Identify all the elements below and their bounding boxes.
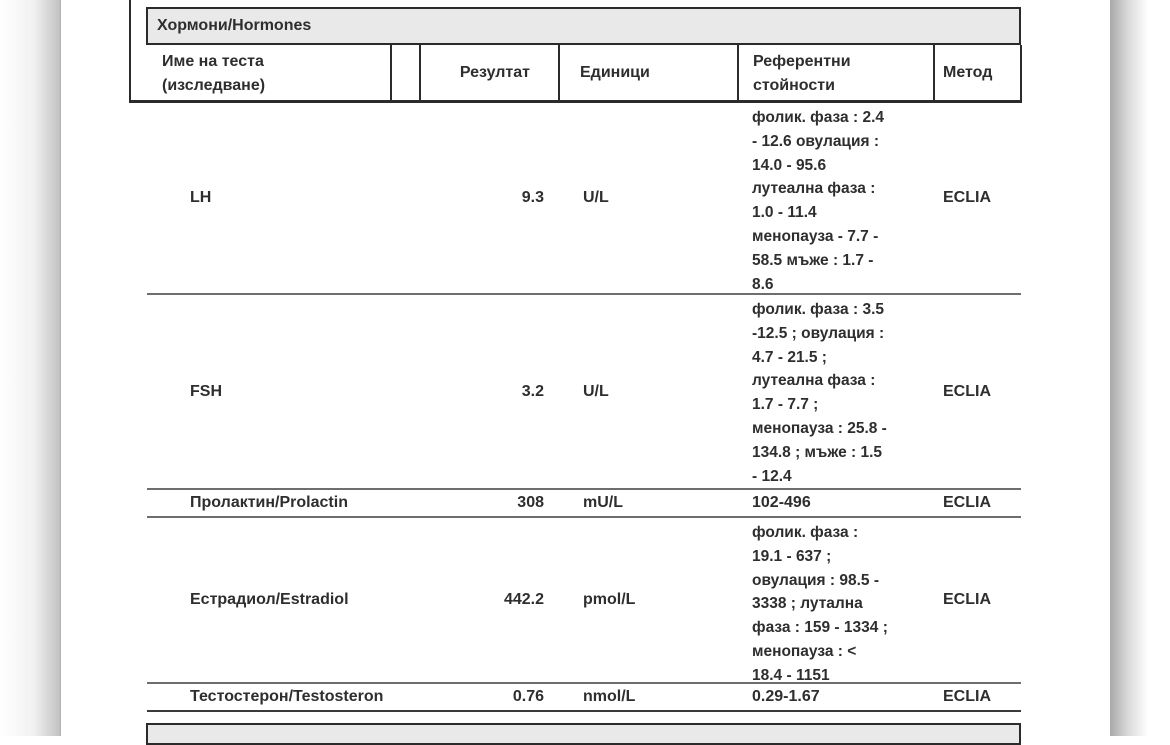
table-row-prolactin: Пролактин/Prolactin 308 mU/L 102-496 ECL… bbox=[147, 488, 1021, 516]
column-header-units: Единици bbox=[580, 63, 650, 81]
header-divider bbox=[419, 45, 421, 100]
test-name: FSH bbox=[190, 382, 222, 400]
test-name: Тестостерон/Testosteron bbox=[190, 688, 384, 705]
test-method: ECLIA bbox=[943, 688, 991, 705]
test-units: nmol/L bbox=[583, 688, 636, 705]
table-bottom-rule bbox=[147, 710, 1021, 712]
test-name: LH bbox=[190, 189, 212, 206]
test-method: ECLIA bbox=[943, 189, 991, 206]
test-name: Пролактин/Prolactin bbox=[190, 494, 348, 511]
section-title: Хормони/Hormones bbox=[157, 17, 312, 34]
header-divider bbox=[558, 45, 560, 100]
results-table-header: Име на теста (изследване) Резултат Едини… bbox=[129, 0, 1022, 103]
column-header-reference: Референтни стойности bbox=[753, 53, 851, 94]
table-row-testosterone: Тестостерон/Testosteron 0.76 nmol/L 0.29… bbox=[147, 682, 1021, 710]
test-reference-range: 0.29-1.67 bbox=[752, 688, 820, 705]
table-row-fsh: FSH 3.2 U/L фолик. фаза : 3.5 -12.5 ; ов… bbox=[147, 293, 1021, 488]
test-method: ECLIA bbox=[943, 494, 991, 511]
table-outer-left-border bbox=[129, 0, 131, 103]
test-result: 0.76 bbox=[512, 688, 544, 705]
page-edge-shadow-right bbox=[1110, 0, 1150, 736]
column-header-result: Резултат bbox=[459, 63, 530, 81]
test-units: U/L bbox=[583, 189, 609, 206]
section-header-hormones: Хормони/Hormones bbox=[146, 7, 1021, 45]
test-result: 442.2 bbox=[503, 591, 544, 608]
test-method: ECLIA bbox=[943, 382, 991, 400]
test-units: mU/L bbox=[583, 494, 623, 511]
test-method: ECLIA bbox=[943, 591, 991, 608]
results-table-body: LH 9.3 U/L фолик. фаза : 2.4 - 12.6 овул… bbox=[147, 103, 1021, 710]
column-header-method: Метод bbox=[943, 63, 993, 81]
header-divider bbox=[933, 45, 935, 100]
column-header-test-name: Име на теста (изследване) bbox=[162, 53, 266, 94]
test-reference-range: фолик. фаза : 3.5 -12.5 ; овулация : 4.7… bbox=[752, 301, 887, 485]
test-reference-range: 102-496 bbox=[752, 494, 811, 511]
header-divider bbox=[390, 45, 392, 100]
next-section-header-partial bbox=[146, 723, 1021, 745]
table-row-estradiol: Естрадиол/Estradiol 442.2 pmol/L фолик. … bbox=[147, 516, 1021, 684]
table-row-lh: LH 9.3 U/L фолик. фаза : 2.4 - 12.6 овул… bbox=[147, 103, 1021, 293]
page-edge-shadow-left bbox=[0, 0, 61, 736]
header-divider bbox=[737, 45, 739, 100]
test-units: pmol/L bbox=[583, 591, 636, 608]
test-result: 308 bbox=[517, 494, 544, 511]
test-reference-range: фолик. фаза : 19.1 - 637 ; овулация : 98… bbox=[752, 524, 888, 684]
table-outer-right-border bbox=[1020, 45, 1022, 100]
test-result: 9.3 bbox=[521, 189, 544, 206]
test-reference-range: фолик. фаза : 2.4 - 12.6 овулация : 14.0… bbox=[752, 109, 884, 293]
test-name: Естрадиол/Estradiol bbox=[190, 591, 349, 608]
test-result: 3.2 bbox=[521, 382, 544, 400]
test-units: U/L bbox=[583, 382, 609, 400]
